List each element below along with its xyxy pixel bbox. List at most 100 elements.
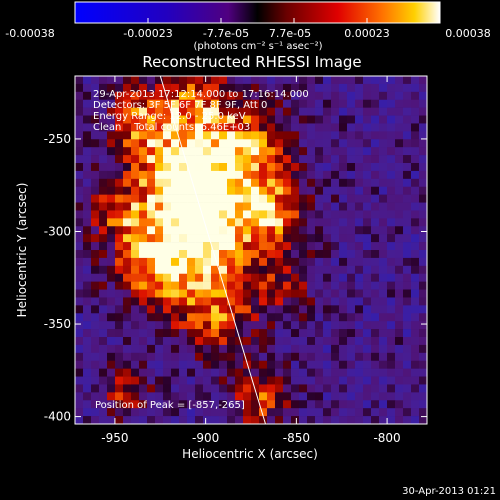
- heatmap-cell: [227, 416, 236, 424]
- heatmap-cell: [251, 170, 260, 180]
- heatmap-cell: [203, 368, 212, 377]
- heatmap-cell: [323, 123, 332, 132]
- heatmap-cell: [155, 83, 164, 93]
- heatmap-cell: [299, 305, 308, 314]
- heatmap-cell: [419, 305, 427, 314]
- heatmap-cell: [99, 83, 108, 93]
- heatmap-cell: [339, 337, 348, 346]
- heatmap-cell: [403, 91, 412, 101]
- heatmap-cell: [91, 265, 100, 275]
- heatmap-cell: [83, 107, 92, 116]
- heatmap-cell: [91, 242, 100, 251]
- heatmap-cell: [83, 147, 92, 156]
- heatmap-cell: [123, 170, 132, 180]
- heatmap-cell: [75, 170, 84, 180]
- heatmap-cell: [315, 194, 324, 203]
- heatmap-cell: [131, 131, 140, 140]
- heatmap-cell: [203, 289, 212, 298]
- heatmap-cell: [283, 115, 292, 124]
- heatmap-cell: [339, 83, 348, 93]
- heatmap-cell: [83, 234, 92, 243]
- heatmap-cell: [171, 202, 180, 211]
- heatmap-cell: [315, 313, 324, 322]
- heatmap-cell: [371, 163, 380, 172]
- heatmap-cell: [347, 76, 356, 85]
- heatmap-cell: [419, 265, 427, 275]
- heatmap-cell: [131, 344, 140, 354]
- heatmap-cell: [267, 281, 276, 290]
- heatmap-cell: [155, 163, 164, 172]
- heatmap-cell: [107, 265, 116, 275]
- heatmap-cell: [139, 321, 148, 330]
- heatmap-cell: [163, 218, 172, 227]
- heatmap-cell: [187, 392, 196, 401]
- heatmap-cell: [195, 186, 204, 195]
- heatmap-cell: [243, 297, 252, 306]
- heatmap-cell: [131, 194, 140, 203]
- heatmap-cell: [227, 257, 236, 267]
- heatmap-cell: [171, 416, 180, 424]
- heatmap-cell: [211, 273, 220, 282]
- heatmap-cell: [115, 99, 124, 108]
- heatmap-cell: [371, 368, 380, 377]
- heatmap-cell: [147, 194, 156, 203]
- x-axis-label: Heliocentric X (arcsec): [182, 447, 318, 461]
- heatmap-cell: [179, 408, 188, 417]
- heatmap-cell: [203, 186, 212, 195]
- heatmap-cell: [115, 234, 124, 243]
- heatmap-cell: [411, 329, 420, 338]
- heatmap-cell: [331, 392, 340, 401]
- heatmap-cell: [115, 400, 124, 409]
- heatmap-cell: [163, 305, 172, 314]
- heatmap-cell: [379, 408, 388, 417]
- heatmap-cell: [219, 226, 228, 235]
- heatmap-cell: [139, 337, 148, 346]
- heatmap-cell: [291, 273, 300, 282]
- heatmap-cell: [251, 376, 260, 385]
- heatmap-cell: [203, 147, 212, 156]
- heatmap-cell: [387, 218, 396, 227]
- heatmap-cell: [307, 107, 316, 116]
- heatmap-cell: [299, 313, 308, 322]
- heatmap-cell: [315, 257, 324, 267]
- heatmap-cell: [355, 210, 364, 219]
- heatmap-cell: [259, 281, 268, 290]
- heatmap-cell: [91, 83, 100, 93]
- heatmap-cell: [83, 115, 92, 124]
- heatmap-cell: [363, 123, 372, 132]
- heatmap-cell: [179, 226, 188, 235]
- heatmap-cell: [147, 139, 156, 148]
- heatmap-cell: [363, 321, 372, 330]
- heatmap-cell: [91, 392, 100, 401]
- heatmap-cell: [107, 210, 116, 219]
- heatmap-cell: [115, 321, 124, 330]
- heatmap-cell: [331, 416, 340, 424]
- heatmap-cell: [83, 297, 92, 306]
- heatmap-cell: [75, 376, 84, 385]
- heatmap-cell: [227, 234, 236, 243]
- heatmap-cell: [115, 131, 124, 140]
- heatmap-cell: [187, 226, 196, 235]
- heatmap-cell: [243, 91, 252, 101]
- heatmap-cell: [275, 155, 284, 164]
- heatmap-cell: [251, 194, 260, 203]
- heatmap-cell: [371, 202, 380, 211]
- heatmap-cell: [387, 313, 396, 322]
- heatmap-cell: [187, 305, 196, 314]
- heatmap-cell: [371, 400, 380, 409]
- heatmap-cell: [163, 289, 172, 298]
- heatmap-cell: [131, 91, 140, 101]
- heatmap-cell: [235, 400, 244, 409]
- heatmap-cell: [211, 210, 220, 219]
- heatmap-cell: [163, 186, 172, 195]
- heatmap-cell: [131, 99, 140, 108]
- heatmap-cell: [251, 297, 260, 306]
- heatmap-cell: [275, 170, 284, 180]
- heatmap-cell: [227, 218, 236, 227]
- heatmap-cell: [275, 352, 284, 362]
- heatmap-cell: [179, 289, 188, 298]
- heatmap-cell: [339, 297, 348, 306]
- heatmap-cell: [379, 115, 388, 124]
- heatmap-cell: [419, 352, 427, 362]
- heatmap-cell: [195, 265, 204, 275]
